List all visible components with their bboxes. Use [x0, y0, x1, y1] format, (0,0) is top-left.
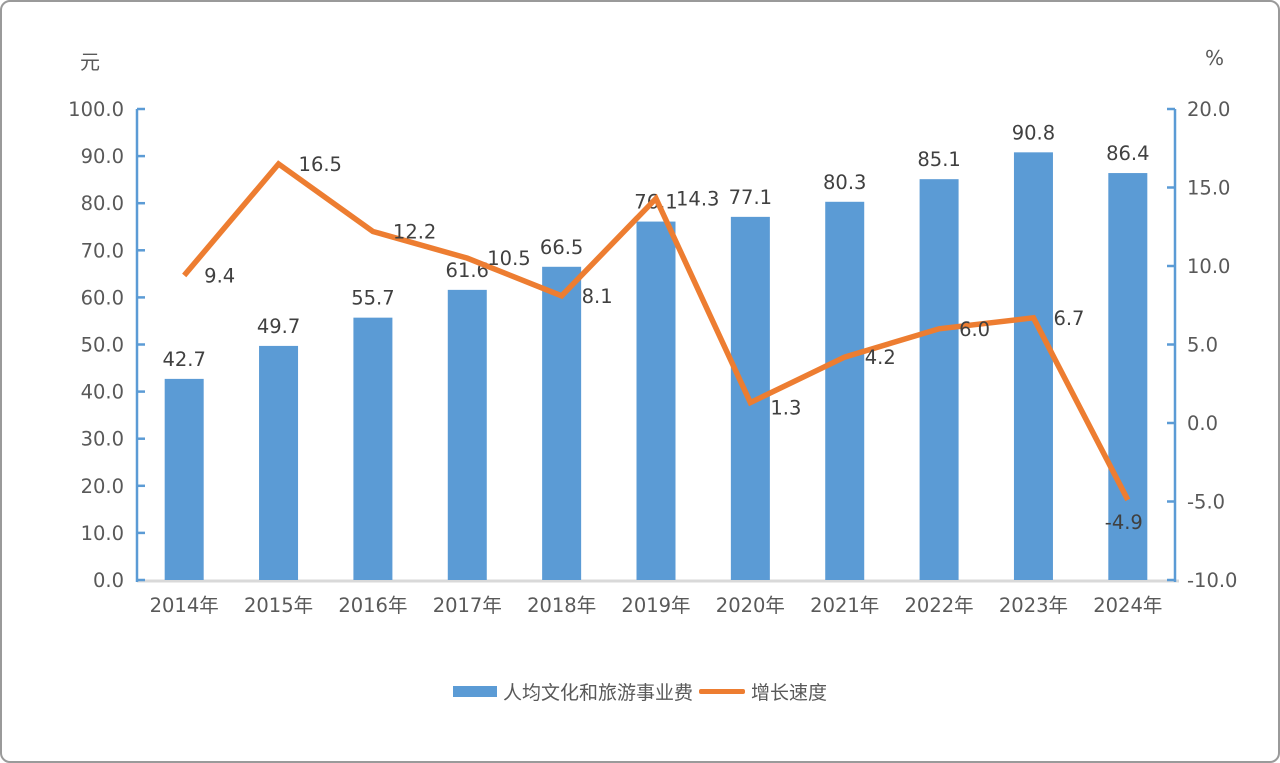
bar-2019年	[636, 221, 676, 580]
left-axis-tick-label: 20.0	[81, 475, 124, 498]
line-label-2022年: 6.0	[959, 318, 990, 341]
growth-line	[182, 160, 1131, 502]
left-axis-tick-label: 10.0	[81, 522, 124, 545]
line-series: 9.4 16.5 12.2 10.5 8.1 14.3 1.3 4.2 6.0 6.7 -4.9	[182, 153, 1143, 534]
left-axis-tick-label: 50.0	[81, 334, 124, 357]
line-label-2018年: 8.1	[582, 285, 613, 308]
line-label-2024年: -4.9	[1105, 511, 1143, 534]
bar-label-2022年: 85.1	[917, 148, 960, 171]
bar-label-2014年: 42.7	[162, 348, 205, 371]
legend-line-swatch-icon	[699, 688, 745, 694]
bar-2022年	[919, 179, 959, 580]
right-axis-unit-label: %	[1205, 46, 1225, 70]
right-axis-tick-label: 5.0	[1187, 334, 1218, 357]
bar-series: 42.749.755.761.666.576.1 77.180.385.190.8…	[162, 121, 1150, 581]
category-label-2020年: 2020年	[716, 594, 785, 617]
category-label-2024年: 2024年	[1093, 594, 1162, 617]
right-axis-tick-label: 20.0	[1187, 98, 1230, 121]
bar-label-2018年: 66.5	[540, 236, 583, 259]
bar-label-2015年: 49.7	[257, 315, 300, 338]
bar-2018年	[542, 266, 582, 580]
category-label-2019年: 2019年	[621, 594, 690, 617]
bar-2016年	[353, 317, 393, 580]
legend-bar-label: 人均文化和旅游事业费	[502, 681, 693, 704]
line-label-2021年: 4.2	[865, 346, 896, 369]
left-axis-tick-label: 0.0	[93, 569, 124, 592]
right-axis-tick-label: 10.0	[1187, 255, 1230, 278]
category-label-2015年: 2015年	[244, 594, 313, 617]
line-label-2019年: 14.3	[676, 187, 719, 210]
bar-label-2024年: 86.4	[1106, 142, 1149, 165]
category-label-2023年: 2023年	[999, 594, 1068, 617]
right-axis-tick-label: -5.0	[1187, 491, 1225, 514]
chart-legend: 人均文化和旅游事业费 增长速度	[2, 678, 1278, 704]
left-axis-tick-label: 70.0	[81, 239, 124, 262]
bar-label-2020年: 77.1	[729, 186, 772, 209]
bar-2024年	[1108, 173, 1148, 580]
category-labels: 2014年 2015年 2016年 2017年 2018年 2019年 2020年 2021年…	[150, 594, 1163, 617]
line-label-2015年: 16.5	[299, 153, 342, 176]
bar-2021年	[825, 201, 865, 581]
bar-label-2016年: 55.7	[351, 287, 394, 310]
legend-bar-swatch-icon	[452, 685, 497, 697]
left-axis-tick-label: 30.0	[81, 428, 124, 451]
bar-label-2021年: 80.3	[823, 171, 866, 194]
right-axis: -10.0 -5.0 0.0 5.0 10.0 15.0 20.0	[1167, 98, 1237, 592]
bar-2023年	[1013, 152, 1053, 580]
left-axis-unit-label: 元	[80, 50, 100, 74]
left-axis-tick-label: 90.0	[81, 145, 124, 168]
category-label-2017年: 2017年	[433, 594, 502, 617]
bar-2015年	[259, 345, 299, 580]
line-label-2020年: 1.3	[770, 397, 801, 420]
category-label-2018年: 2018年	[527, 594, 596, 617]
line-label-2017年: 10.5	[487, 247, 530, 270]
bar-2017年	[447, 289, 487, 580]
right-axis-tick-label: 15.0	[1187, 177, 1230, 200]
category-label-2021年: 2021年	[810, 594, 879, 617]
category-label-2014年: 2014年	[150, 594, 219, 617]
left-axis-tick-label: 100.0	[68, 98, 124, 121]
category-label-2022年: 2022年	[905, 594, 974, 617]
category-label-2016年: 2016年	[338, 594, 407, 617]
line-label-2016年: 12.2	[393, 220, 436, 243]
line-label-2014年: 9.4	[204, 264, 235, 287]
right-axis-tick-label: -10.0	[1187, 569, 1237, 592]
bar-2014年	[164, 378, 204, 580]
bar-label-2023年: 90.8	[1012, 121, 1055, 144]
left-axis-tick-label: 60.0	[81, 286, 124, 309]
right-axis-tick-label: 0.0	[1187, 412, 1218, 435]
left-axis: 0.0 10.0 20.0 30.0 40.0 50.0 60.0 70.0 80.0 90.0 1…	[68, 98, 145, 592]
legend-line-label: 增长速度	[751, 681, 828, 704]
left-axis-tick-label: 80.0	[81, 192, 124, 215]
left-axis-tick-label: 40.0	[81, 381, 124, 404]
line-label-2023年: 6.7	[1053, 307, 1084, 330]
